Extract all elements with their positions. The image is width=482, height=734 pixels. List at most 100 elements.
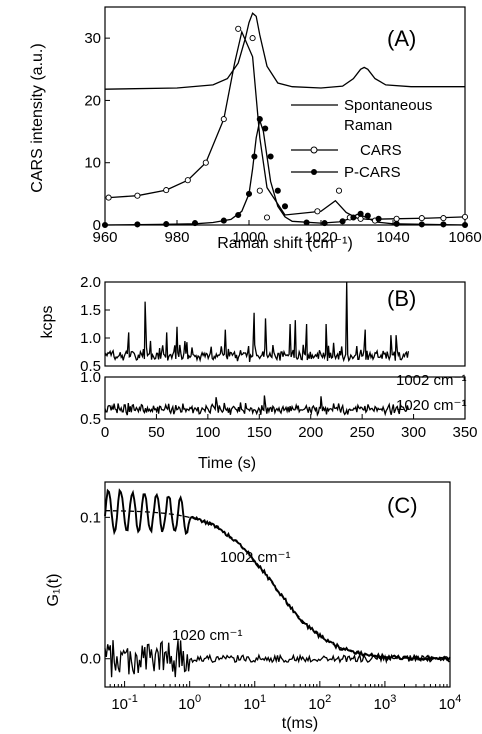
panel-b-x-axis-label: Time (s) [198,455,256,472]
panel-a-series-1-point [256,187,263,194]
panel-a-series-1-point [440,215,447,222]
panel-b-sub1-y-0.5-tick-label: 0.5 [80,411,101,428]
panel-b-curves [104,281,410,417]
panel-b-chart: 0 50 100 150 200 250 300 3500.51.01.52.00.51.0 … [39,274,478,472]
panel-b-x-350-tick-label: 350 [452,424,477,441]
panel-a-x-1000-tick-label: 1000 [232,229,265,246]
panel-a-series-2-point [375,215,382,222]
panel-c-y-axis-label: G₁(t) [45,574,62,607]
panel-a-series-2-point [321,220,328,227]
panel-a-series-1-point [202,159,209,166]
panel-b-x-50-tick-label: 50 [148,424,165,441]
panel-b-bottom-frame [104,376,466,420]
panel-a-series-1-point [105,194,112,201]
panel-a-series-2-point [245,190,253,197]
panel-a-series-1-point [357,215,364,222]
panel-a-series-1-point [163,187,170,194]
panel-b-annotation-1020: 1020 cm⁻¹ [396,397,466,414]
legend-label-raman: Raman [344,117,392,134]
panel-a-series-2-point [251,153,258,160]
panel-b-trace-1 [104,395,410,417]
panel-a-series-1-point [461,213,469,220]
panel-a-x-960-tick-label: 960 [92,229,117,246]
panel-c-annotation-1020: 1020 cm⁻¹ [172,627,242,644]
panel-a-series-2-point [303,219,310,226]
panel-a-series-1-point [235,25,242,32]
legend-pcars-marker [311,169,317,175]
panel-c-x-axis-label: t(ms) [282,715,318,732]
panel-c-x-tick-label: 102 [308,693,331,713]
panel-c-y-0-tick-label: 0.0 [80,651,101,668]
panel-b-sub1-y-1-tick-label: 1.0 [80,369,101,386]
panel-a-series-2-point [163,221,170,228]
panel-a-series-2-point [461,221,469,229]
panel-c-chart: 10-1 100 101 102 103 1040.00.1 (C) 1002 cm⁻¹ … [45,481,461,732]
panel-b-label: (B) [387,286,416,311]
panel-a-x-axis-label: Raman shift (cm⁻¹) [217,235,353,252]
panel-b-sub0-y-0.5-tick-label: 0.5 [80,358,101,375]
legend-cars-marker [310,146,318,154]
panel-c-label: (C) [387,493,418,518]
panel-c-x-tick-label: 103 [374,693,397,713]
panel-c-x-tick-label: 10-1 [111,693,137,713]
panel-a-y-30-tick-label: 30 [84,30,101,47]
panel-a-series-2-point [339,218,346,225]
panel-b-x-200-tick-label: 200 [298,424,323,441]
panel-a-x-980-tick-label: 980 [164,229,189,246]
legend-label-pcars: P-CARS [344,164,401,181]
panel-a-series-2-point [418,221,425,228]
panel-a-series-1-point [393,215,400,222]
panel-b-sub0-y-1.5-tick-label: 1.5 [80,302,101,319]
legend-label-cars: CARS [360,142,402,159]
panel-b-annotation-1002: 1002 cm⁻¹ [396,372,466,389]
panel-a-legend: Spontaneous Raman CARS P-CARS [291,97,432,181]
panel-a-series-2-point [134,221,141,228]
panel-a-series-2-point [364,212,371,219]
panel-b-x-300-tick-label: 300 [401,424,426,441]
panel-c-annotation-1002: 1002 cm⁻¹ [220,549,290,566]
panel-a-y-0-tick-label: 0 [93,217,101,234]
panel-a-series-2-point [101,221,109,229]
panel-a-series-0-line [104,12,465,90]
panel-a-series-2-point [262,125,269,132]
panel-a-series-1-point [220,116,227,123]
panel-a-plot-frame [104,6,466,226]
panel-c-ticks: 10-1 100 101 102 103 104 0.0 0.1 [80,509,461,713]
panel-a-series-2-point [191,220,199,227]
panel-a-x-1040-tick-label: 1040 [376,229,409,246]
panel-a-y-20-tick-label: 20 [84,92,101,109]
panel-a-y-10-tick-label: 10 [84,155,101,172]
panel-b-x-100-tick-label: 100 [195,424,220,441]
panel-c-x-tick-label: 101 [243,693,266,713]
panel-a-series-1-point [184,177,191,184]
panel-a-series-2-point [440,221,447,228]
panel-c-x-tick-label: 104 [439,693,462,713]
panel-a-series-2-point [357,210,364,217]
panel-a-x-1020-tick-label: 1020 [304,229,337,246]
panel-a-series-1-line [108,29,466,221]
panel-b-top-frame [104,281,466,367]
panel-c-x-tick-label: 100 [178,693,201,713]
panel-a-x-1060-tick-label: 1060 [448,229,481,246]
panel-b-x-0-tick-label: 0 [101,424,109,441]
panel-c-1002-fit [105,510,450,660]
panel-a-series-2-point [274,187,281,194]
panel-b-x-250-tick-label: 250 [350,424,375,441]
panel-a-y-axis-label: CARS intensity (a.u.) [29,43,46,192]
panel-c-plot-frame [104,481,451,688]
panel-b-x-150-tick-label: 150 [247,424,272,441]
panel-a-series-1-point [263,214,271,221]
panel-c-1020-data [104,640,451,678]
legend-label-spontaneous: Spontaneous [344,97,432,114]
panel-b-y-axis-label: kcps [39,306,56,339]
panel-c-y-0.1-tick-label: 0.1 [80,509,101,526]
panel-a-series-2-point [220,217,227,224]
panel-b-sub0-y-2-tick-label: 2.0 [80,274,101,291]
panel-b-sub0-y-1-tick-label: 1.0 [80,330,101,347]
panel-a-series-1-point [314,208,321,215]
panel-a-series-2-point [267,153,274,160]
